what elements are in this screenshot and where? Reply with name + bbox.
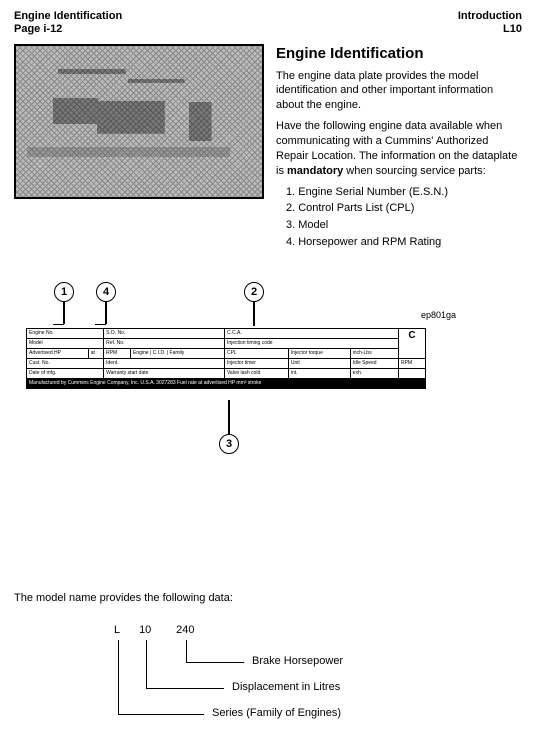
label-disp: Displacement in Litres	[232, 681, 340, 693]
bracket-line	[118, 640, 119, 714]
plate-cell	[398, 368, 425, 378]
plate-cell: C.C.A.	[224, 328, 398, 338]
pointer-line	[253, 302, 255, 326]
plate-cell: Injector timer	[224, 358, 288, 368]
callout-4: 4	[96, 282, 116, 302]
header-left: Engine Identification Page i-12	[14, 10, 122, 36]
text-column: Engine Identification The engine data pl…	[276, 44, 522, 252]
header-right-line1: Introduction	[458, 10, 522, 23]
code-disp: 10	[139, 624, 173, 636]
plate-cell: Idle Speed	[350, 358, 398, 368]
dataplate-table: Engine No. S.O. No. C.C.A. C Model Ref. …	[26, 328, 426, 389]
bracket-line	[186, 640, 187, 662]
plate-cell: Engine No.	[27, 328, 104, 338]
list-item-3: 3. Model	[286, 218, 522, 233]
pointer-line	[95, 324, 106, 326]
plate-cell: Engine | C.I.D. | Family	[131, 348, 225, 358]
plate-cell: RPM	[398, 358, 425, 368]
pointer-line	[63, 302, 65, 324]
engine-illustration	[14, 44, 264, 199]
bracket-line	[146, 688, 224, 689]
model-codes: L 10 240	[114, 624, 216, 636]
header-left-line2: Page i-12	[14, 23, 122, 36]
label-hp: Brake Horsepower	[252, 655, 343, 667]
dataplate-diagram: 1 4 2 3 Engine No. S.O. No. C.C.A. C Mod…	[14, 282, 522, 462]
plate-cell: Warranty start date	[104, 368, 225, 378]
plate-cell: RPM	[104, 348, 131, 358]
plate-cell: Date of mfg.	[27, 368, 104, 378]
plate-cell: Advertised HP	[27, 348, 89, 358]
list-item-2: 2. Control Parts List (CPL)	[286, 201, 522, 216]
plate-footer: Manufactured by Cummins Engine Company, …	[27, 378, 426, 388]
plate-cell: S.O. No.	[104, 328, 225, 338]
plate-cell: Cust. No.	[27, 358, 104, 368]
plate-cell: at	[88, 348, 103, 358]
callout-1: 1	[54, 282, 74, 302]
pointer-line	[53, 324, 64, 326]
plate-cell: Injection timing code	[224, 338, 398, 348]
plate-cell: CPL	[224, 348, 288, 358]
bracket-line	[118, 714, 204, 715]
plate-cell: Model	[27, 338, 104, 348]
list-item-4: 4. Horsepower and RPM Rating	[286, 235, 522, 250]
plate-cell: Ref. No.	[104, 338, 225, 348]
plate-cell: Unit	[288, 358, 350, 368]
paragraph-1: The engine data plate provides the model…	[276, 69, 522, 114]
label-series: Series (Family of Engines)	[212, 707, 341, 719]
model-section: The model name provides the following da…	[14, 592, 522, 744]
header-left-line1: Engine Identification	[14, 10, 122, 23]
plate-cell: inch-Lbs	[350, 348, 398, 358]
section-title: Engine Identification	[276, 44, 522, 64]
plate-cell: int.	[288, 368, 350, 378]
plate-cell: exh.	[350, 368, 398, 378]
top-row: Engine Identification The engine data pl…	[14, 44, 522, 252]
header-right-line2: L10	[458, 23, 522, 36]
bracket-line	[146, 640, 147, 688]
code-hp: 240	[176, 624, 216, 636]
bracket-line	[186, 662, 244, 663]
model-intro: The model name provides the following da…	[14, 592, 522, 604]
paragraph-2: Have the following engine data available…	[276, 119, 522, 178]
cummins-logo: C	[398, 328, 425, 358]
model-diagram: L 10 240 Brake Horsepower Displacement i…	[114, 624, 522, 744]
page-header: Engine Identification Page i-12 Introduc…	[14, 10, 522, 36]
list-item-1: 1. Engine Serial Number (E.S.N.)	[286, 185, 522, 200]
image-reference: ep801ga	[421, 310, 456, 320]
callout-2: 2	[244, 282, 264, 302]
plate-cell: Ident.	[104, 358, 225, 368]
plate-cell: Injector torque	[288, 348, 350, 358]
code-series: L	[114, 624, 136, 636]
pointer-line	[105, 302, 107, 324]
header-right: Introduction L10	[458, 10, 522, 36]
plate-cell: Valve lash cold	[224, 368, 288, 378]
pointer-line	[228, 400, 230, 434]
callout-3: 3	[219, 434, 239, 454]
